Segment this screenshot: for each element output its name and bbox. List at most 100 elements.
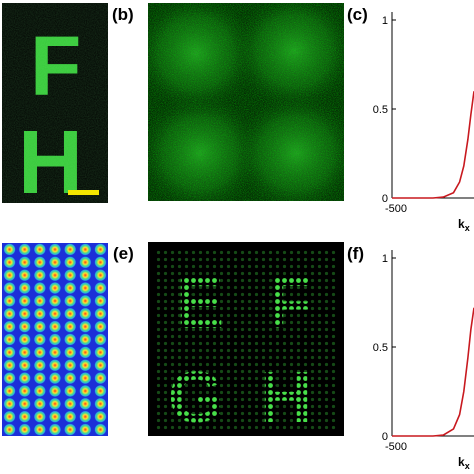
focal-spot: [94, 410, 107, 423]
focal-spot: [48, 384, 62, 398]
focal-spot: [79, 371, 92, 385]
focal-spot: [63, 294, 77, 308]
focal-spot: [94, 320, 107, 333]
y-tick-label: 0: [382, 431, 388, 443]
focal-spot: [94, 294, 107, 308]
x-axis-label: kx: [458, 217, 470, 233]
focal-spot: [63, 346, 77, 359]
focal-spot: [48, 281, 62, 295]
focal-spot: [48, 359, 62, 372]
y-tick-label: 1: [382, 15, 388, 27]
focal-spot: [33, 294, 47, 308]
focal-spot: [33, 256, 47, 269]
focal-spot: [3, 320, 16, 333]
focal-spot: [18, 346, 31, 359]
focal-spot: [3, 256, 16, 269]
focal-spot: [63, 410, 77, 423]
focal-spot: [48, 397, 62, 411]
focal-spot: [18, 359, 31, 372]
focal-spot: [79, 268, 92, 282]
x-tick-label: -500: [385, 441, 407, 453]
data-curve: [392, 91, 474, 199]
focal-spot: [94, 268, 107, 282]
focal-spot: [18, 320, 31, 333]
focal-spot: [3, 294, 16, 308]
panel-f-chart: 1 0.5 0-500 kx: [373, 250, 474, 471]
focal-spot: [63, 320, 77, 333]
focal-spot: [94, 359, 107, 372]
focal-spot: [94, 307, 107, 320]
focal-spot: [18, 371, 31, 385]
focal-spot: [63, 359, 77, 372]
panel-a-image: F H: [2, 3, 108, 213]
focal-spot: [3, 307, 16, 320]
panel-b: [134, 0, 358, 213]
panel-d-dot-grid: [2, 243, 108, 436]
focal-spot: [48, 256, 62, 269]
focal-spot: [33, 333, 47, 346]
focal-spot: [33, 243, 47, 256]
y-tick-label: 0.5: [373, 104, 388, 116]
focal-spot: [3, 281, 16, 295]
x-axis-label: kx: [458, 455, 470, 471]
focal-spot: [3, 243, 16, 256]
y-tick-label: 1: [382, 253, 388, 265]
focal-spot: [48, 346, 62, 359]
panel-e: E F G H: [148, 242, 344, 436]
panel-b-label: (b): [112, 5, 134, 24]
focal-spot: [79, 281, 92, 295]
focal-spot: [18, 384, 31, 398]
focal-spot: [33, 423, 47, 436]
focal-spot: [79, 320, 92, 333]
focal-spot: [18, 256, 31, 269]
panel-b-image: [134, 0, 358, 213]
panel-a: F H: [2, 3, 108, 213]
focal-spot: [18, 333, 31, 346]
focal-spot: [79, 346, 92, 359]
focal-spot: [3, 268, 16, 282]
focal-spot: [3, 384, 16, 398]
scale-bar: [68, 190, 99, 195]
focal-spot: [94, 256, 107, 269]
focal-spot: [48, 410, 62, 423]
panel-e-image: E F G H: [148, 242, 344, 436]
panel-f-label: (f): [347, 244, 364, 263]
focal-spot: [3, 333, 16, 346]
focal-spot: [18, 268, 31, 282]
focal-spot: [33, 410, 47, 423]
focal-spot: [48, 371, 62, 385]
y-tick-label: 0.5: [373, 342, 388, 354]
focal-spot: [33, 371, 47, 385]
focal-spot: [48, 268, 62, 282]
focal-spot: [3, 346, 16, 359]
focal-spot: [18, 410, 31, 423]
focal-spot: [33, 384, 47, 398]
focal-spot: [3, 410, 16, 423]
panel-e-label: (e): [113, 244, 134, 263]
focal-spot: [79, 333, 92, 346]
focal-spot: [33, 307, 47, 320]
focal-spot: [94, 423, 107, 436]
focal-spot: [3, 371, 16, 385]
focal-spot: [33, 346, 47, 359]
focal-spot: [94, 371, 107, 385]
focal-spot: [94, 333, 107, 346]
y-tick-label: 0: [382, 193, 388, 205]
focal-spot: [63, 384, 77, 398]
focal-spot: [48, 320, 62, 333]
focal-spot: [48, 423, 62, 436]
panel-c-label: (c): [347, 5, 368, 24]
focal-spot: [3, 359, 16, 372]
focal-spot: [48, 294, 62, 308]
focal-spot: [63, 397, 77, 411]
focal-spot: [94, 346, 107, 359]
focal-spot: [33, 359, 47, 372]
focal-spot: [3, 423, 16, 436]
focal-spot: [79, 397, 92, 411]
focal-spot: [18, 423, 31, 436]
focal-spot: [33, 281, 47, 295]
reconstructed-letters: [148, 242, 344, 436]
focal-spot: [48, 333, 62, 346]
x-tick-label: -500: [385, 203, 407, 215]
focal-spot: [48, 307, 62, 320]
